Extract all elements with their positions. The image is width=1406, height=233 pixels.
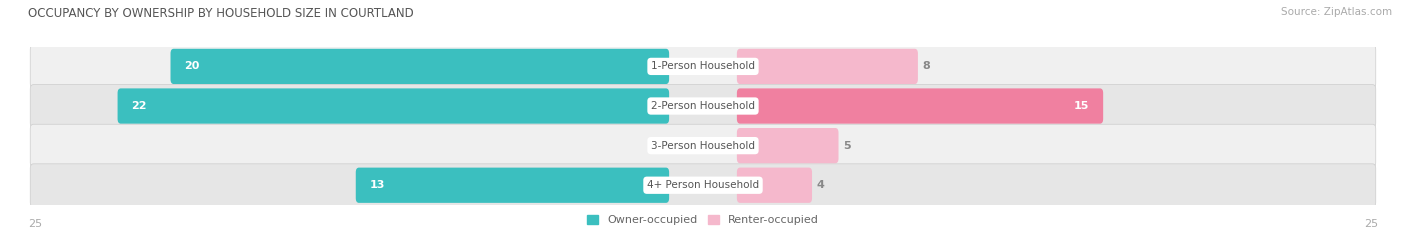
Text: 4: 4 (817, 180, 825, 190)
FancyBboxPatch shape (737, 88, 1104, 124)
Text: 20: 20 (184, 62, 200, 71)
FancyBboxPatch shape (118, 88, 669, 124)
FancyBboxPatch shape (31, 124, 1375, 167)
Text: 25: 25 (28, 219, 42, 229)
FancyBboxPatch shape (31, 164, 1375, 207)
Legend: Owner-occupied, Renter-occupied: Owner-occupied, Renter-occupied (586, 215, 820, 225)
FancyBboxPatch shape (356, 168, 669, 203)
Text: 2-Person Household: 2-Person Household (651, 101, 755, 111)
Text: 1-Person Household: 1-Person Household (651, 62, 755, 71)
Text: 8: 8 (922, 62, 931, 71)
Text: 13: 13 (370, 180, 385, 190)
Text: OCCUPANCY BY OWNERSHIP BY HOUSEHOLD SIZE IN COURTLAND: OCCUPANCY BY OWNERSHIP BY HOUSEHOLD SIZE… (28, 7, 413, 20)
FancyBboxPatch shape (31, 45, 1375, 88)
FancyBboxPatch shape (170, 49, 669, 84)
Text: 4+ Person Household: 4+ Person Household (647, 180, 759, 190)
FancyBboxPatch shape (737, 49, 918, 84)
FancyBboxPatch shape (737, 128, 838, 163)
FancyBboxPatch shape (31, 85, 1375, 127)
Text: 5: 5 (844, 141, 851, 151)
Text: 22: 22 (131, 101, 146, 111)
Text: 3-Person Household: 3-Person Household (651, 141, 755, 151)
Text: 15: 15 (1074, 101, 1090, 111)
Text: 25: 25 (1364, 219, 1378, 229)
Text: Source: ZipAtlas.com: Source: ZipAtlas.com (1281, 7, 1392, 17)
FancyBboxPatch shape (737, 168, 813, 203)
